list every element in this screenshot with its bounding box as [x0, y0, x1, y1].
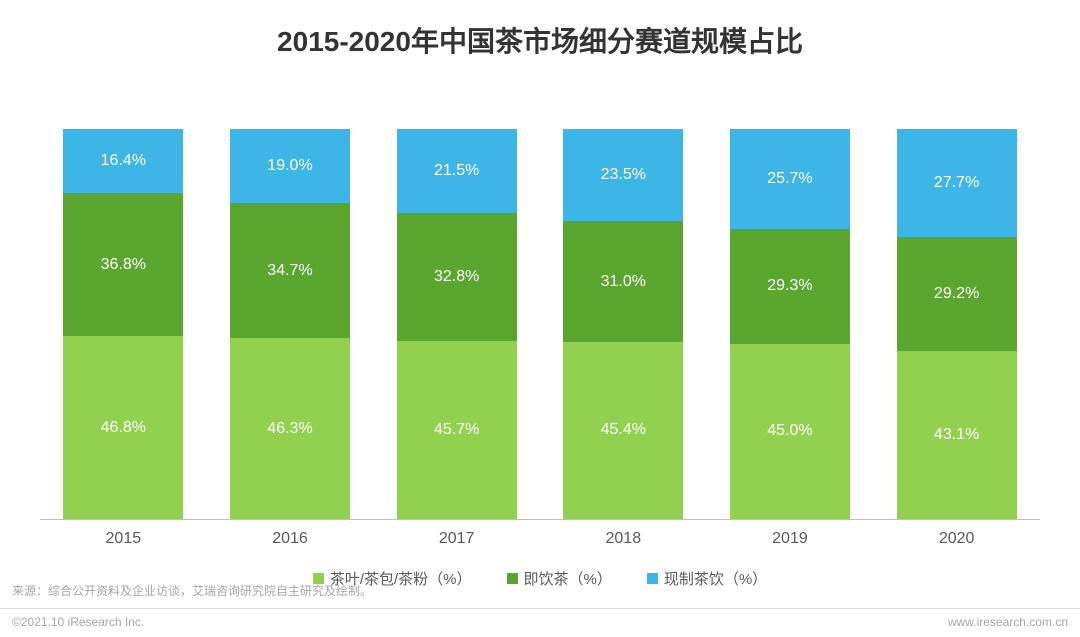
chart-plot-area: 46.8%36.8%16.4% 46.3%34.7%19.0% 45.7%32.8%… [40, 90, 1040, 520]
website-text: www.iresearch.com.cn [948, 615, 1068, 629]
copyright-text: ©2021.10 iResearch Inc. [12, 615, 144, 629]
bar-segment-rtd_tea: 32.8% [397, 213, 517, 341]
legend-label: 现制茶饮（%） [664, 568, 767, 589]
bar-segment-rtd_tea: 36.8% [63, 193, 183, 337]
legend-swatch [647, 573, 658, 584]
x-axis-label: 2015 [63, 530, 183, 548]
stacked-bar: 45.0%29.3%25.7% [730, 129, 850, 519]
bar-segment-rtd_tea: 34.7% [230, 203, 350, 338]
bar-group: 45.7%32.8%21.5% [397, 129, 517, 519]
bar-group: 46.8%36.8%16.4% [63, 129, 183, 519]
bar-group: 43.1%29.2%27.7% [897, 129, 1017, 519]
bar-group: 45.0%29.3%25.7% [730, 129, 850, 519]
footer-divider [0, 608, 1080, 609]
x-axis-label: 2016 [230, 530, 350, 548]
x-axis-label: 2020 [897, 530, 1017, 548]
bar-segment-tea_leaf: 46.3% [230, 338, 350, 519]
bar-segment-tea_leaf: 45.7% [397, 341, 517, 519]
chart-title: 2015-2020年中国茶市场细分赛道规模占比 [0, 20, 1080, 60]
bar-segment-tea_leaf: 45.4% [563, 342, 683, 519]
legend-swatch [507, 573, 518, 584]
bar-segment-fresh_tea: 27.7% [897, 129, 1017, 237]
chart-container: 2015-2020年中国茶市场细分赛道规模占比 46.8%36.8%16.4%4… [0, 0, 1080, 637]
bar-segment-tea_leaf: 45.0% [730, 344, 850, 520]
stacked-bar: 45.7%32.8%21.5% [397, 129, 517, 519]
bar-segment-fresh_tea: 16.4% [63, 129, 183, 193]
x-axis-label: 2019 [730, 530, 850, 548]
stacked-bar: 46.3%34.7%19.0% [230, 129, 350, 519]
bar-segment-rtd_tea: 29.2% [897, 237, 1017, 351]
legend-item: 现制茶饮（%） [647, 568, 767, 589]
source-text: 来源：综合公开资料及企业访谈，艾瑞咨询研究院自主研究及绘制。 [12, 582, 372, 599]
bar-segment-fresh_tea: 25.7% [730, 129, 850, 229]
x-axis-label: 2018 [563, 530, 683, 548]
x-axis-labels: 2015 2016 2017 2018 2019 2020 [40, 530, 1040, 548]
bar-segment-fresh_tea: 23.5% [563, 129, 683, 221]
stacked-bar: 43.1%29.2%27.7% [897, 129, 1017, 519]
bar-segment-fresh_tea: 19.0% [230, 129, 350, 203]
x-axis-label: 2017 [397, 530, 517, 548]
bar-segment-tea_leaf: 43.1% [897, 351, 1017, 519]
stacked-bar: 46.8%36.8%16.4% [63, 129, 183, 519]
legend-item: 即饮茶（%） [507, 568, 612, 589]
stacked-bar: 45.4%31.0%23.5% [563, 129, 683, 519]
bar-segment-rtd_tea: 31.0% [563, 221, 683, 342]
bar-group: 46.3%34.7%19.0% [230, 129, 350, 519]
bar-group: 45.4%31.0%23.5% [563, 129, 683, 519]
legend-label: 即饮茶（%） [524, 568, 612, 589]
bar-segment-tea_leaf: 46.8% [63, 336, 183, 519]
bar-segment-fresh_tea: 21.5% [397, 129, 517, 213]
bar-segment-rtd_tea: 29.3% [730, 229, 850, 343]
